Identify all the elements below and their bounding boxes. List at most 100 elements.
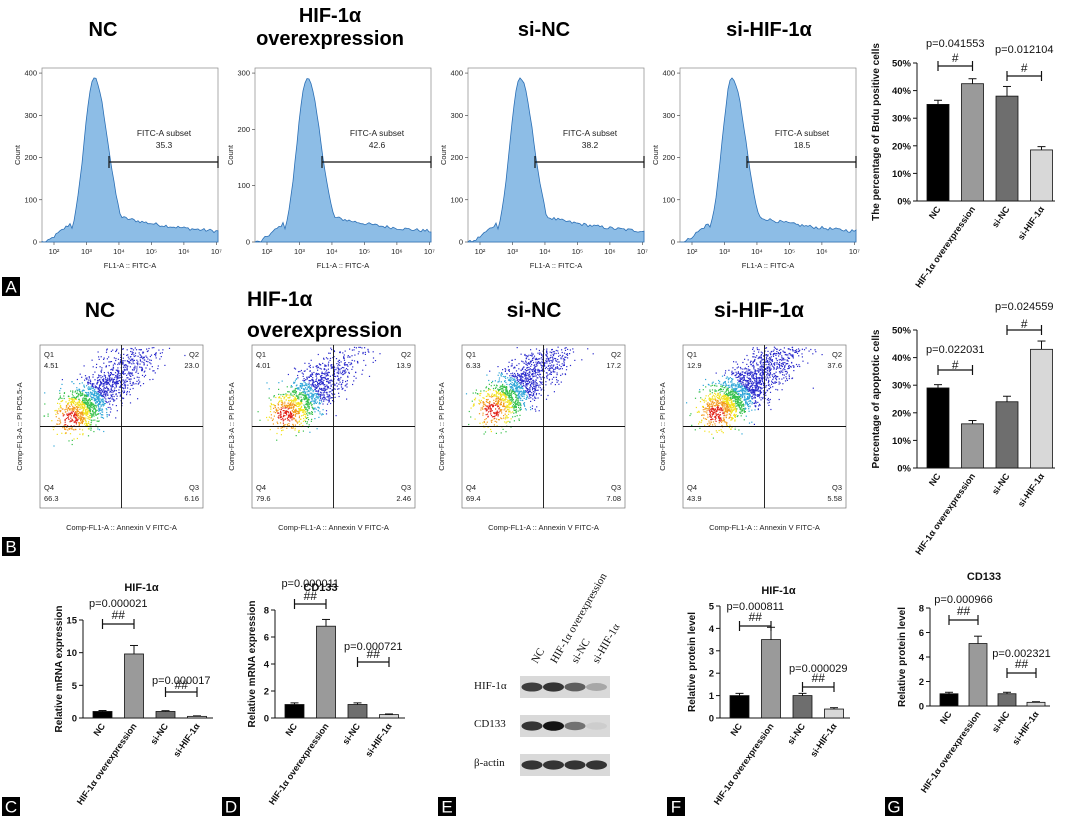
- flow-dot: [553, 364, 555, 366]
- flow-dot: [76, 396, 78, 398]
- flow-dot: [761, 367, 763, 369]
- flow-dot: [765, 378, 767, 380]
- flow-dot: [145, 355, 147, 357]
- flow-dot: [526, 389, 529, 391]
- flow-dot: [773, 363, 775, 365]
- flow-dot: [100, 383, 102, 385]
- flow-dot: [740, 368, 742, 370]
- flow-dot: [116, 398, 118, 400]
- flow-dot: [98, 387, 100, 389]
- flow-dot: [118, 372, 120, 374]
- flow-dot: [98, 403, 100, 405]
- flow-dot: [315, 372, 318, 374]
- flow-dot: [496, 425, 498, 427]
- flow-dot: [742, 389, 744, 391]
- flow-dot: [486, 413, 489, 415]
- flow-dot: [66, 414, 68, 417]
- flow-dot: [96, 398, 98, 400]
- flow-dot: [527, 378, 529, 380]
- flow-dot: [517, 373, 519, 375]
- flow-dot: [73, 396, 75, 398]
- flow-dot: [329, 375, 331, 377]
- flow-dot: [126, 394, 128, 396]
- flow-dot: [552, 351, 554, 353]
- flow-dot: [127, 354, 129, 356]
- flow-dot: [291, 427, 293, 429]
- flow-dot: [698, 423, 700, 425]
- flow-dot: [59, 403, 61, 405]
- flow-dot: [323, 399, 325, 401]
- flow-dot: [750, 382, 752, 385]
- flow-dot: [333, 350, 336, 353]
- flow-dot: [66, 413, 68, 415]
- flow-dot: [502, 405, 504, 407]
- flow-dot: [277, 422, 279, 425]
- flow-dot: [137, 355, 139, 357]
- flow-dot: [117, 371, 119, 374]
- flow-dot: [300, 422, 302, 424]
- flow-dot: [498, 377, 501, 379]
- flow-dot: [720, 403, 722, 405]
- flow-dot: [130, 358, 132, 360]
- flow-dot: [762, 373, 764, 375]
- flow-dot: [751, 401, 754, 404]
- flow-dot: [284, 418, 286, 420]
- flow-dot: [504, 380, 506, 383]
- flow-dot: [87, 425, 89, 427]
- flow-dot: [110, 372, 112, 374]
- flow-dot: [280, 412, 282, 414]
- x-axis-label: FL1-A :: FITC-A: [104, 261, 157, 270]
- flow-dot: [314, 411, 316, 413]
- flow-dot: [317, 369, 319, 371]
- flow-dot: [482, 397, 484, 399]
- flow-dot: [132, 381, 134, 384]
- flow-dot: [87, 383, 89, 385]
- flow-dot: [714, 389, 716, 391]
- flow-dot: [78, 388, 80, 390]
- flow-dot: [734, 391, 736, 393]
- flow-dot: [511, 398, 513, 400]
- flow-dot: [490, 404, 492, 406]
- flow-dot: [321, 374, 323, 376]
- x-tick-label: 10⁷: [637, 247, 648, 256]
- flow-dot: [730, 411, 732, 413]
- flow-dot: [105, 387, 107, 389]
- flow-dot: [270, 406, 272, 408]
- flow-dot: [93, 394, 95, 396]
- flow-dot: [525, 387, 527, 389]
- flow-dot: [483, 390, 485, 392]
- flow-dot: [127, 387, 129, 389]
- flow-dot: [313, 390, 315, 392]
- flow-dot: [720, 390, 722, 392]
- flow-dot: [526, 364, 528, 366]
- flow-dot: [299, 385, 301, 387]
- flow-dot: [85, 415, 87, 417]
- flow-dot: [109, 381, 111, 383]
- flow-dot: [286, 404, 288, 406]
- flow-dot: [592, 353, 594, 355]
- flow-dot: [518, 402, 520, 404]
- flow-dot: [78, 404, 80, 406]
- flow-dot: [505, 398, 507, 400]
- flow-dot: [74, 411, 77, 413]
- flow-dot: [525, 409, 527, 411]
- flow-dot: [528, 363, 530, 365]
- flow-dot: [141, 368, 144, 370]
- flow-dot: [490, 411, 492, 413]
- flow-dot: [74, 413, 76, 415]
- flow-dot: [322, 397, 324, 399]
- flow-dot: [124, 373, 126, 375]
- flow-dot: [131, 348, 133, 350]
- flow-dot: [735, 390, 737, 392]
- flow-dot: [791, 346, 793, 349]
- flow-dot: [357, 353, 359, 355]
- flow-dot: [724, 395, 726, 397]
- flow-dot: [105, 378, 107, 380]
- flow-dot: [536, 382, 538, 384]
- flow-dot: [510, 392, 513, 394]
- flow-dot: [67, 429, 69, 431]
- flow-dot: [83, 403, 85, 405]
- flow-dot: [114, 387, 116, 389]
- flow-dot: [101, 400, 103, 402]
